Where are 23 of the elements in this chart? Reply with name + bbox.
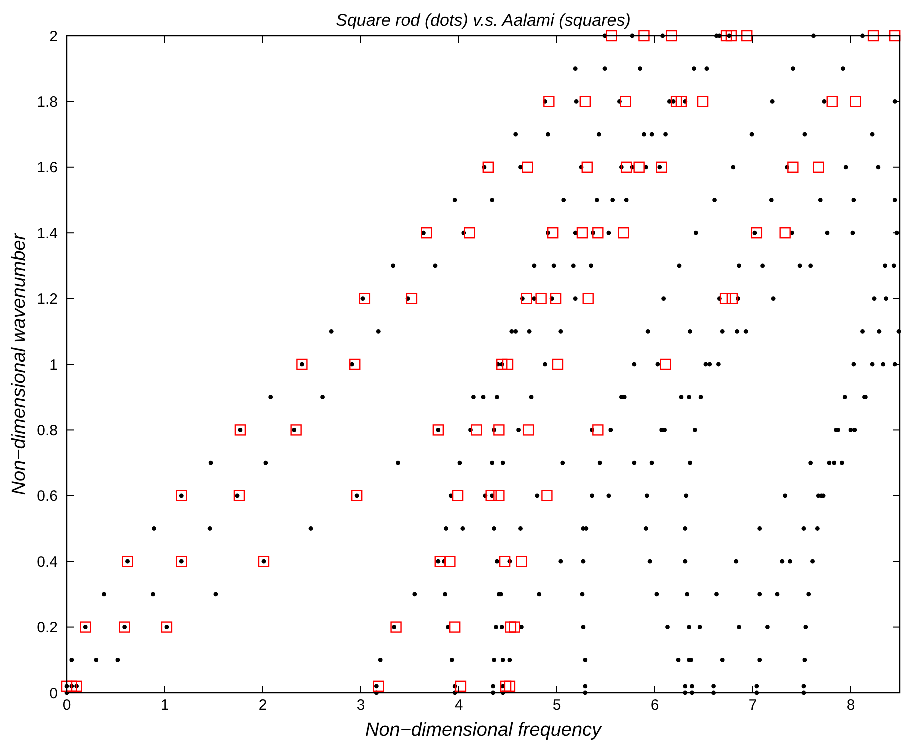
x-axis-title: Non−dimensional frequency: [365, 720, 604, 741]
x-tick-label: 7: [748, 697, 758, 714]
x-tick-label: 3: [356, 697, 366, 714]
y-tick-label: 0: [50, 685, 58, 702]
x-tick-label: 8: [846, 697, 856, 714]
y-tick-label: 0.2: [37, 620, 58, 637]
y-tick-label: 0.8: [37, 422, 58, 440]
y-tick-label: 1.2: [37, 291, 58, 308]
y-tick-label: 0.4: [37, 554, 58, 571]
y-tick-label: 1.4: [37, 225, 58, 242]
y-axis-title: Non−dimensional wavenumber: [9, 233, 30, 496]
x-tick-label: 2: [258, 697, 268, 714]
y-tick-label: 2: [50, 28, 58, 46]
x-tick-label: 0: [62, 697, 72, 714]
y-tick-label: 1: [50, 356, 58, 374]
y-tick-label: 1.8: [37, 94, 58, 111]
x-tick-label: 5: [552, 697, 562, 714]
chart-title: Square rod (dots) v.s. Aalami (squares): [336, 11, 631, 30]
x-tick-label: 4: [454, 697, 464, 714]
x-tick-label: 6: [650, 697, 660, 714]
y-tick-label: 1.6: [37, 160, 58, 177]
y-tick-label: 0.6: [37, 488, 58, 506]
x-tick-label: 1: [160, 697, 170, 714]
